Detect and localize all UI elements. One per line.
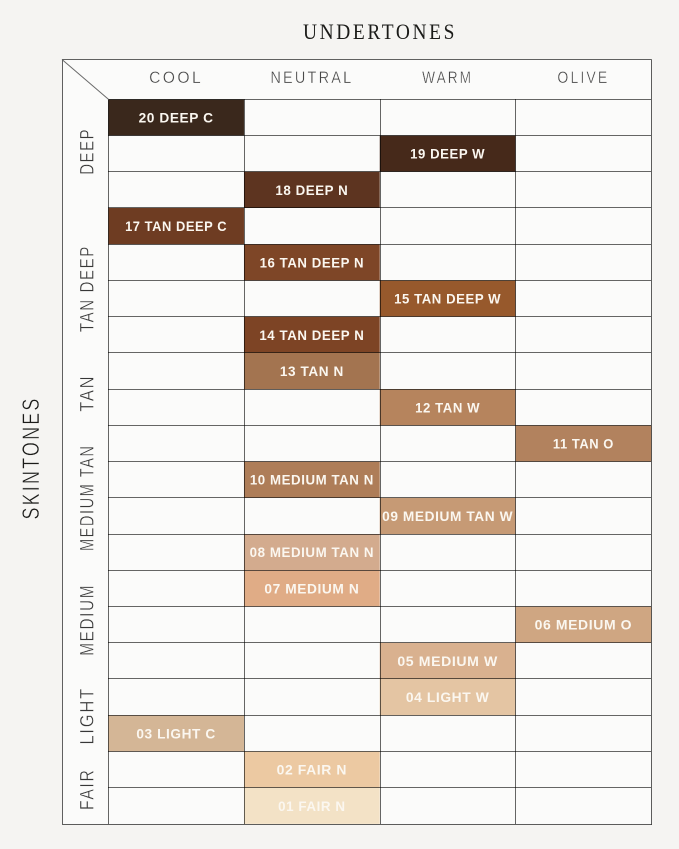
svg-text:MEDIUM TAN: MEDIUM TAN: [78, 445, 99, 552]
svg-text:12 TAN W: 12 TAN W: [415, 399, 480, 415]
svg-text:10 MEDIUM TAN N: 10 MEDIUM TAN N: [250, 472, 374, 488]
svg-text:04 LIGHT W: 04 LIGHT W: [406, 689, 490, 705]
svg-text:17 TAN DEEP C: 17 TAN DEEP C: [125, 218, 227, 234]
svg-text:TAN: TAN: [78, 375, 99, 412]
svg-text:14 TAN DEEP N: 14 TAN DEEP N: [259, 327, 364, 343]
svg-text:08 MEDIUM TAN N: 08 MEDIUM TAN N: [250, 544, 375, 560]
svg-text:OLIVE: OLIVE: [557, 69, 609, 87]
svg-text:UNDERTONES: UNDERTONES: [303, 19, 457, 44]
svg-text:03 LIGHT C: 03 LIGHT C: [136, 725, 216, 741]
svg-text:16 TAN DEEP N: 16 TAN DEEP N: [260, 254, 365, 270]
svg-text:19 DEEP W: 19 DEEP W: [410, 146, 485, 162]
svg-text:09 MEDIUM TAN W: 09 MEDIUM TAN W: [382, 508, 513, 524]
svg-text:13 TAN N: 13 TAN N: [280, 363, 344, 379]
svg-text:DEEP: DEEP: [78, 128, 99, 175]
svg-text:07 MEDIUM N: 07 MEDIUM N: [264, 580, 359, 596]
svg-text:20 DEEP C: 20 DEEP C: [139, 109, 214, 125]
svg-text:15 TAN DEEP W: 15 TAN DEEP W: [394, 291, 501, 307]
svg-text:NEUTRAL: NEUTRAL: [270, 69, 353, 87]
svg-text:01 FAIR N: 01 FAIR N: [278, 798, 346, 814]
svg-text:18 DEEP N: 18 DEEP N: [275, 182, 348, 198]
svg-text:WARM: WARM: [422, 69, 473, 87]
svg-text:FAIR: FAIR: [78, 769, 99, 811]
svg-text:02 FAIR N: 02 FAIR N: [277, 762, 348, 778]
svg-text:05 MEDIUM W: 05 MEDIUM W: [397, 653, 498, 669]
svg-text:SKINTONES: SKINTONES: [18, 397, 45, 520]
svg-text:06 MEDIUM O: 06 MEDIUM O: [535, 617, 633, 633]
svg-text:TAN DEEP: TAN DEEP: [78, 245, 99, 332]
svg-text:11 TAN O: 11 TAN O: [553, 435, 614, 451]
svg-text:LIGHT: LIGHT: [78, 687, 99, 745]
svg-text:MEDIUM: MEDIUM: [78, 584, 99, 656]
svg-text:COOL: COOL: [149, 69, 203, 87]
